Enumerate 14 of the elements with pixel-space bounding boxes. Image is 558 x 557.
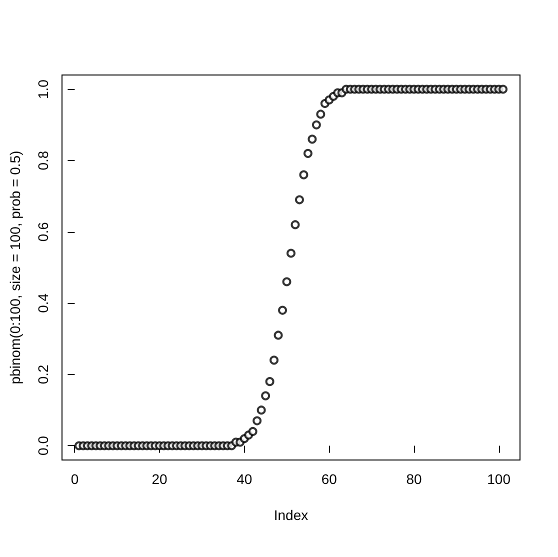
x-tick-label: 100 bbox=[487, 471, 511, 487]
y-tick-label: 1.0 bbox=[35, 79, 51, 99]
x-axis-title: Index bbox=[274, 507, 308, 523]
y-tick-label: 0.2 bbox=[35, 364, 51, 384]
y-tick-label: 0.4 bbox=[35, 293, 51, 313]
y-tick-label: 0.8 bbox=[35, 150, 51, 170]
x-tick-label: 20 bbox=[152, 471, 168, 487]
x-tick-label: 60 bbox=[321, 471, 338, 487]
x-tick-label: 0 bbox=[70, 471, 79, 487]
y-tick-label: 0.0 bbox=[35, 436, 51, 456]
x-tick-label: 40 bbox=[236, 471, 252, 487]
x-tick-label: 80 bbox=[406, 471, 422, 487]
y-tick-label: 0.6 bbox=[35, 222, 51, 242]
y-axis-title: pbinom(0:100, size = 100, prob = 0.5) bbox=[7, 150, 23, 384]
